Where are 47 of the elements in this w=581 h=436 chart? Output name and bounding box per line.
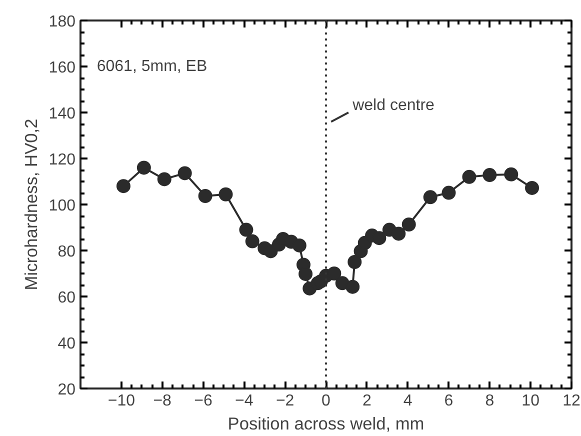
point (239, 222, 254, 237)
point (504, 167, 518, 182)
point (292, 238, 306, 252)
x-tick-label: 2 (362, 392, 372, 410)
x-tick-label: −8 (153, 392, 172, 410)
y-tick-label: 60 (58, 290, 76, 306)
y-tick-label: 160 (48, 60, 76, 76)
point (178, 166, 192, 180)
x-tick-label: −4 (235, 392, 254, 410)
x-tick-label: 12 (562, 392, 580, 410)
y-tick-label: 20 (58, 382, 76, 398)
y-axis-title: Microhardness, HV0,2 (20, 118, 41, 290)
y-tick-label: 100 (48, 198, 76, 214)
x-tick-label: 8 (485, 392, 494, 410)
point (442, 186, 456, 200)
y-tick-label: 80 (58, 244, 76, 260)
point (298, 266, 313, 281)
y-tick-label: 120 (48, 152, 76, 168)
x-tick-label: −10 (108, 392, 136, 410)
x-axis-title: Position across weld, mm (228, 414, 424, 434)
point (245, 234, 260, 248)
x-tick-label: −2 (276, 392, 294, 410)
x-tick-label: 4 (403, 392, 412, 410)
point (392, 226, 406, 241)
x-tick-label: 10 (522, 392, 540, 410)
point (327, 266, 342, 280)
x-tick-label: −6 (194, 392, 212, 410)
x-tick-label: 0 (322, 392, 331, 410)
point (218, 187, 233, 202)
x-tick-label: 6 (444, 392, 454, 410)
point (116, 179, 130, 194)
y-tick-label: 40 (58, 336, 76, 352)
point (157, 172, 172, 186)
point (462, 170, 476, 184)
point (402, 218, 416, 232)
point (525, 180, 540, 195)
point (198, 189, 212, 203)
ref-line-label: weld centre (352, 97, 435, 114)
point (136, 160, 151, 175)
point (372, 231, 386, 246)
y-tick-label: 180 (48, 14, 76, 30)
point (423, 190, 438, 204)
annotation: 6061, 5mm, EB (96, 58, 208, 75)
point (346, 280, 360, 294)
point (482, 168, 497, 182)
y-tick-label: 140 (48, 106, 76, 122)
point (348, 255, 362, 269)
